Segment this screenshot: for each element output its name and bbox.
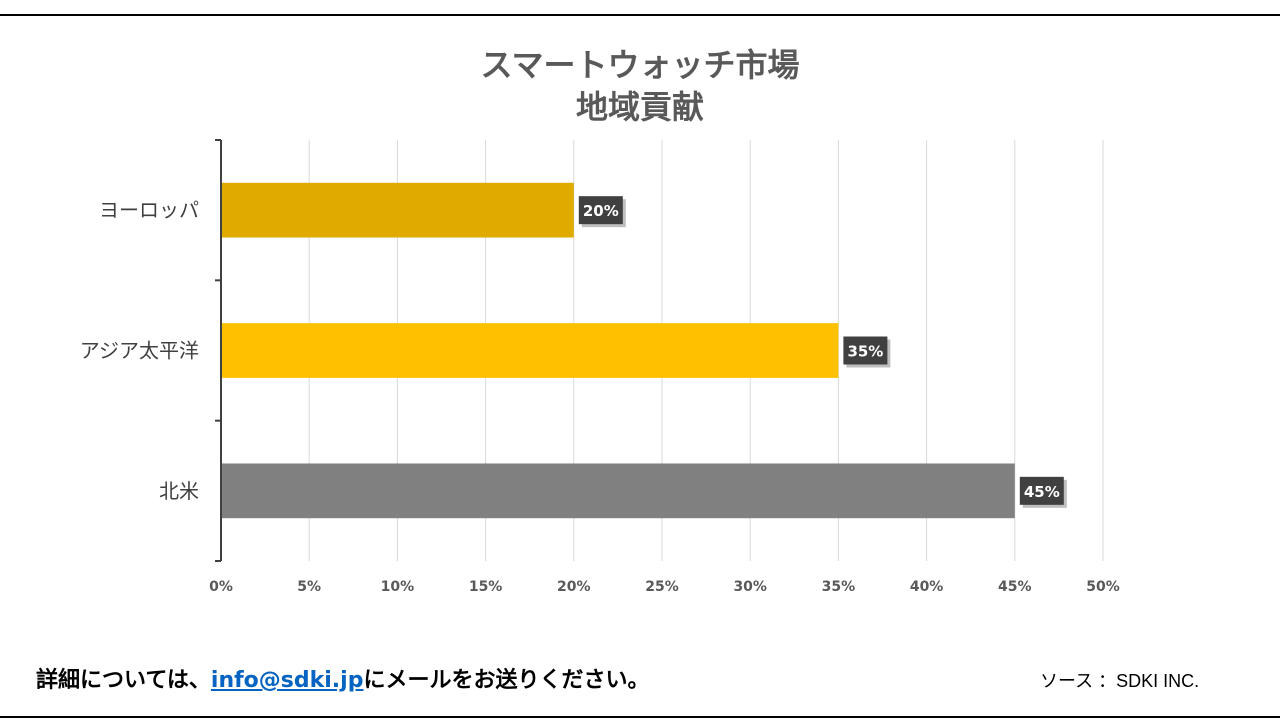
- bar: [222, 323, 839, 378]
- top-rule: [0, 14, 1280, 16]
- x-tick-label: 20%: [557, 579, 591, 595]
- category-label: ヨーロッパ: [99, 198, 199, 222]
- data-label-box: [578, 196, 623, 225]
- x-tick-label: 5%: [297, 579, 321, 595]
- x-tick-label: 35%: [822, 579, 856, 595]
- source-note: ソース ：SDKI INC.: [1040, 671, 1200, 691]
- chart-title: スマートウォッチ市場 地域貢献: [0, 44, 1280, 128]
- contact-note: 詳細については、info@sdki.jpにメールをお送りください。: [36, 662, 649, 694]
- bar: [222, 182, 574, 238]
- chart-title-line-1: スマートウォッチ市場: [480, 46, 800, 84]
- category-label: 北米: [159, 479, 199, 503]
- data-label: 20%: [583, 202, 619, 220]
- category-label: アジア太平洋: [80, 339, 199, 363]
- contact-email-link[interactable]: info@sdki.jp: [210, 668, 364, 693]
- data-label-box: [843, 336, 888, 365]
- x-tick-label: 50%: [1086, 579, 1120, 595]
- data-label: 45%: [1024, 483, 1060, 501]
- x-tick-label: 10%: [381, 579, 415, 595]
- contact-suffix: にメールをお送りください。: [363, 668, 650, 693]
- data-labels: 20% 35% 45%: [578, 196, 1067, 508]
- x-tick-label: 0%: [209, 579, 233, 595]
- chart-title-line-2: 地域貢献: [575, 88, 704, 126]
- bars: [222, 182, 1015, 519]
- bottom-rule: [0, 716, 1280, 718]
- x-tick-label: 30%: [733, 579, 767, 595]
- data-label-box: [1019, 476, 1064, 505]
- category-axis: [215, 139, 222, 562]
- x-tick-label: 45%: [998, 579, 1032, 595]
- x-tick-label: 15%: [469, 579, 503, 595]
- bar: [222, 463, 1015, 519]
- data-label: 35%: [847, 343, 883, 361]
- x-tick-label: 25%: [645, 579, 679, 595]
- x-tick-labels: 0% 5% 10% 15% 20% 25% 30% 35% 40% 45% 50%: [209, 579, 1120, 595]
- x-tick-label: 40%: [910, 579, 944, 595]
- contact-prefix: 詳細については、: [36, 668, 211, 693]
